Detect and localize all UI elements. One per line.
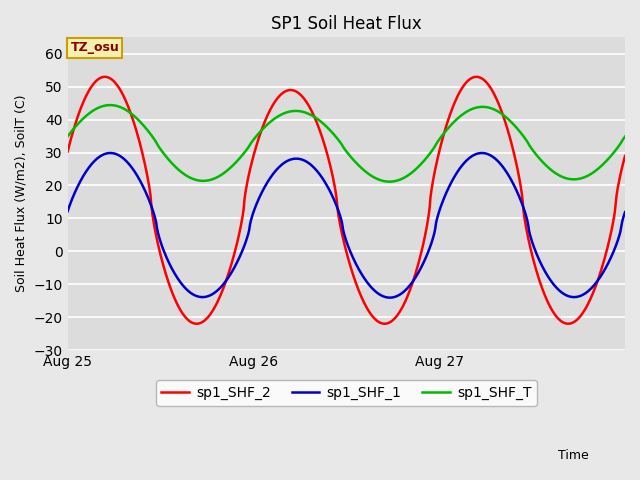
sp1_SHF_1 [208, 291, 216, 297]
sp1_SHF_2 [484, 82, 492, 87]
sp1_SHF_1 [64, 208, 72, 214]
sp1_SHF_1 [485, 152, 493, 157]
sp1_SHF_2 [64, 149, 72, 155]
Text: Time: Time [558, 449, 589, 462]
sp1_SHF_T [485, 105, 493, 110]
sp1_SHF_1 [394, 293, 402, 299]
sp1_SHF_T [163, 155, 171, 161]
Text: TZ_osu: TZ_osu [70, 41, 119, 54]
sp1_SHF_1 [317, 173, 324, 179]
sp1_SHF_2 [101, 74, 109, 80]
sp1_SHF_2 [163, 276, 171, 281]
sp1_SHF_2 [317, 130, 324, 136]
sp1_SHF_T [394, 178, 402, 183]
sp1_SHF_2 [621, 153, 629, 159]
Line: sp1_SHF_1: sp1_SHF_1 [68, 153, 625, 298]
sp1_SHF_2 [437, 143, 445, 148]
sp1_SHF_1 [386, 295, 394, 300]
sp1_SHF_1 [438, 201, 445, 207]
sp1_SHF_T [438, 133, 445, 139]
sp1_SHF_T [317, 119, 324, 124]
Title: SP1 Soil Heat Flux: SP1 Soil Heat Flux [271, 15, 422, 33]
Y-axis label: Soil Heat Flux (W/m2), SoilT (C): Soil Heat Flux (W/m2), SoilT (C) [15, 95, 28, 292]
sp1_SHF_2 [564, 321, 572, 326]
Legend: sp1_SHF_2, sp1_SHF_1, sp1_SHF_T: sp1_SHF_2, sp1_SHF_1, sp1_SHF_T [156, 380, 537, 406]
sp1_SHF_1 [107, 150, 115, 156]
Line: sp1_SHF_T: sp1_SHF_T [68, 105, 625, 181]
sp1_SHF_2 [208, 309, 216, 315]
sp1_SHF_T [621, 134, 629, 140]
sp1_SHF_2 [393, 313, 401, 319]
sp1_SHF_T [64, 133, 72, 139]
Line: sp1_SHF_2: sp1_SHF_2 [68, 77, 625, 324]
sp1_SHF_T [386, 179, 394, 184]
sp1_SHF_1 [621, 209, 629, 215]
sp1_SHF_1 [163, 256, 171, 262]
sp1_SHF_T [107, 102, 115, 108]
sp1_SHF_T [208, 177, 216, 182]
